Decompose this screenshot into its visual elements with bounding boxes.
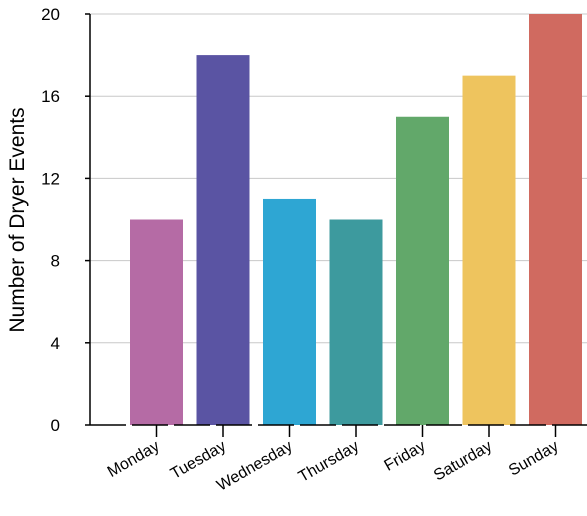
x-tick-label: Sunday <box>506 438 561 480</box>
y-tick-label: 12 <box>41 169 60 188</box>
bars <box>130 14 582 426</box>
x-tick-label: Wednesday <box>214 438 295 495</box>
x-tick-label: Thursday <box>296 438 362 486</box>
y-tick-label: 20 <box>41 5 60 24</box>
x-tick-label: Saturday <box>431 438 495 485</box>
y-ticks: 0 4 8 12 16 20 <box>41 5 90 435</box>
bar-thursday <box>329 219 383 425</box>
bar-sunday <box>529 14 582 425</box>
y-tick-label: 8 <box>51 252 60 271</box>
x-tick-label: Friday <box>382 438 429 475</box>
bar-monday <box>130 219 183 425</box>
bar-tuesday <box>196 55 250 425</box>
x-tick-label: Monday <box>105 438 163 481</box>
y-tick-label: 16 <box>41 87 60 106</box>
bar-saturday <box>462 75 516 426</box>
y-tick-label: 4 <box>51 334 60 353</box>
bar-wednesday <box>263 198 316 425</box>
bar-friday <box>396 116 449 425</box>
y-axis-title: Number of Dryer Events <box>6 107 29 332</box>
axes <box>89 14 587 426</box>
y-tick-label: 0 <box>51 416 60 435</box>
